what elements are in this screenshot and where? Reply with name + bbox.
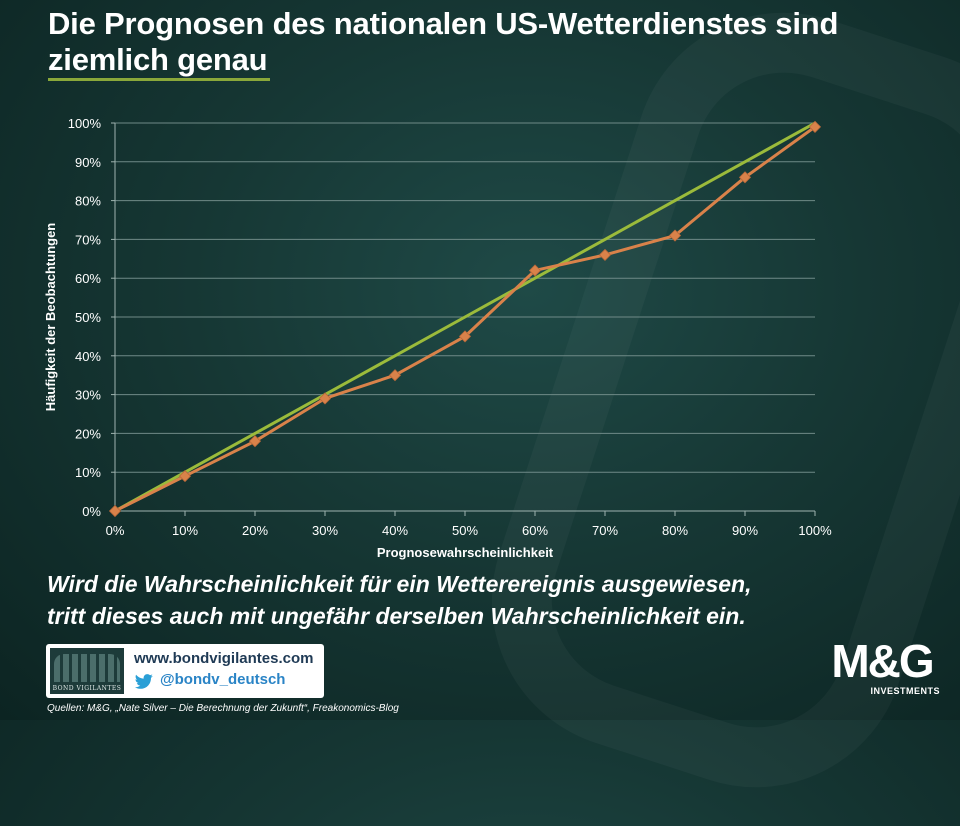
- twitter-bird-icon: [134, 674, 153, 689]
- y-tick-label: 100%: [68, 116, 102, 131]
- y-axis-label: Häufigkeit der Beobachtungen: [43, 223, 58, 412]
- grid-lines: [111, 122, 816, 516]
- chart-caption: Wird die Wahrscheinlichkeit für ein Wett…: [47, 568, 927, 632]
- y-tick-label: 50%: [75, 310, 101, 325]
- y-tick-label: 80%: [75, 194, 101, 209]
- x-tick-label: 0%: [106, 523, 125, 538]
- ideal-forecast-line: [113, 121, 817, 513]
- source-note: Quellen: M&G, „Nate Silver – Die Berechn…: [47, 703, 399, 714]
- title-underline: [48, 78, 270, 81]
- y-tick-labels: 0% 10% 20% 30% 40% 50% 60% 70% 80% 90% 100%: [68, 116, 102, 519]
- x-tick-label: 90%: [732, 523, 758, 538]
- y-tick-label: 70%: [75, 232, 101, 247]
- observed-data-point: [108, 504, 122, 518]
- x-tick-label: 100%: [798, 523, 832, 538]
- data-series: [108, 120, 822, 518]
- mg-logo-text: M&G: [831, 635, 934, 687]
- x-tick-label: 10%: [172, 523, 198, 538]
- x-tick-label: 60%: [522, 523, 548, 538]
- observed-data-point: [458, 330, 472, 343]
- x-tick-label: 70%: [592, 523, 618, 538]
- y-tick-label: 60%: [75, 271, 101, 286]
- x-tick-label: 20%: [242, 523, 268, 538]
- x-tick-label: 40%: [382, 523, 408, 538]
- y-tick-label: 10%: [75, 465, 101, 480]
- mg-logo-subtitle: INVESTMENTS: [870, 686, 940, 696]
- y-tick-label: 30%: [75, 388, 101, 403]
- x-tick-label: 30%: [312, 523, 338, 538]
- observed-data-point: [528, 264, 542, 277]
- x-axis-label: Prognosewahrscheinlichkeit: [377, 545, 554, 560]
- website-link[interactable]: www.bondvigilantes.com: [134, 650, 314, 667]
- calibration-line-chart: 0% 10% 20% 30% 40% 50% 60% 70% 80% 90% 100% 0% 10% 2…: [43, 116, 832, 560]
- social-badge[interactable]: BOND VIGILANTES www.bondvigilantes.com @…: [46, 644, 324, 698]
- observed-data-point: [318, 392, 332, 405]
- page-title: Die Prognosen des nationalen US-Wetterdi…: [48, 6, 839, 77]
- caption-line-1: Wird die Wahrscheinlichkeit für ein Wett…: [47, 571, 752, 597]
- twitter-handle-link[interactable]: @bondv_deutsch: [160, 671, 286, 688]
- y-tick-label: 40%: [75, 349, 101, 364]
- observed-data-point: [388, 369, 402, 382]
- mg-investments-logo: M&G INVESTMENTS: [824, 635, 940, 700]
- x-tick-label: 80%: [662, 523, 688, 538]
- observed-data-point: [668, 229, 682, 242]
- observed-data-point: [178, 470, 192, 483]
- caption-line-2: tritt dieses auch mit ungefähr derselben…: [47, 603, 746, 629]
- y-tick-label: 90%: [75, 155, 101, 170]
- bond-vigilantes-logo: BOND VIGILANTES: [50, 648, 124, 694]
- observed-data-point: [738, 171, 752, 184]
- bond-vigilantes-logo-text: BOND VIGILANTES: [52, 685, 122, 692]
- observed-data-point: [248, 435, 262, 448]
- y-tick-label: 0%: [82, 504, 101, 519]
- x-tick-labels: 0% 10% 20% 30% 40% 50% 60% 70% 80% 90% 100%: [106, 523, 832, 538]
- observed-data-point: [598, 248, 612, 261]
- x-tick-label: 50%: [452, 523, 478, 538]
- y-tick-label: 20%: [75, 426, 101, 441]
- observed-data-point: [808, 120, 822, 133]
- team-photo-silhouette: [54, 654, 120, 682]
